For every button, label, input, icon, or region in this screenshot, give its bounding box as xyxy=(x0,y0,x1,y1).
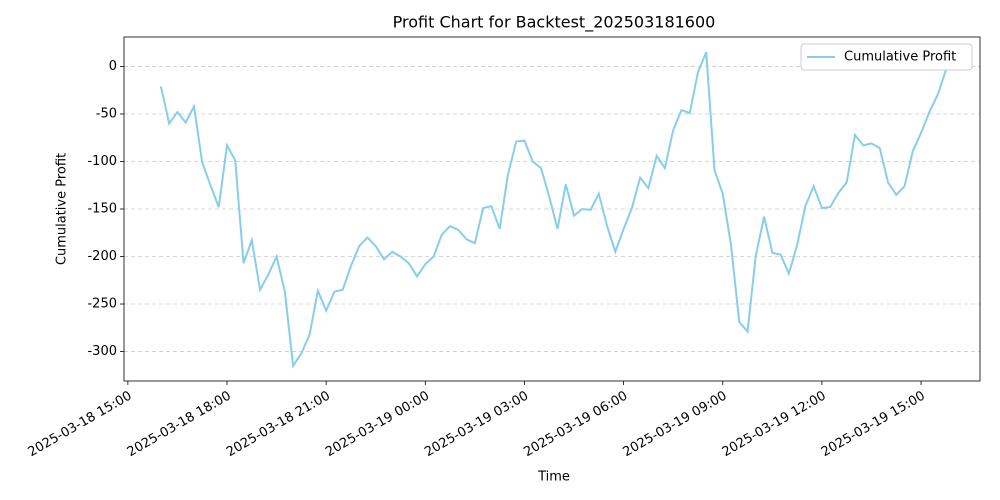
x-tick-label: 2025-03-19 06:00 xyxy=(521,389,630,461)
chart-title: Profit Chart for Backtest_202503181600 xyxy=(393,13,716,33)
y-tick-label: -250 xyxy=(87,297,117,312)
y-tick-label: -300 xyxy=(87,344,117,359)
x-tick-label: 2025-03-18 21:00 xyxy=(224,389,333,461)
y-tick-label: -50 xyxy=(96,106,117,121)
line xyxy=(159,51,947,369)
x-tick-label: 2025-03-18 18:00 xyxy=(125,389,234,461)
legend-label: Cumulative Profit xyxy=(844,50,956,65)
x-axis-label: Time xyxy=(537,470,570,485)
y-tick-label: -200 xyxy=(87,249,117,264)
x-tick-label: 2025-03-19 00:00 xyxy=(323,389,432,461)
y-tick-label: -100 xyxy=(87,154,117,169)
x-tick-label: 2025-03-19 09:00 xyxy=(621,389,730,461)
plot-frame xyxy=(123,36,981,382)
x-tick-label: 2025-03-18 15:00 xyxy=(26,389,135,461)
x-tick-label: 2025-03-19 15:00 xyxy=(819,389,928,461)
y-axis-label: Cumulative Profit xyxy=(55,153,70,265)
legend-box xyxy=(800,43,973,71)
y-tick-label: -150 xyxy=(87,202,117,217)
x-tick-label: 2025-03-19 03:00 xyxy=(422,389,531,461)
x-tick-label: 2025-03-19 12:00 xyxy=(720,389,829,461)
y-tick-label: 0 xyxy=(109,59,117,74)
